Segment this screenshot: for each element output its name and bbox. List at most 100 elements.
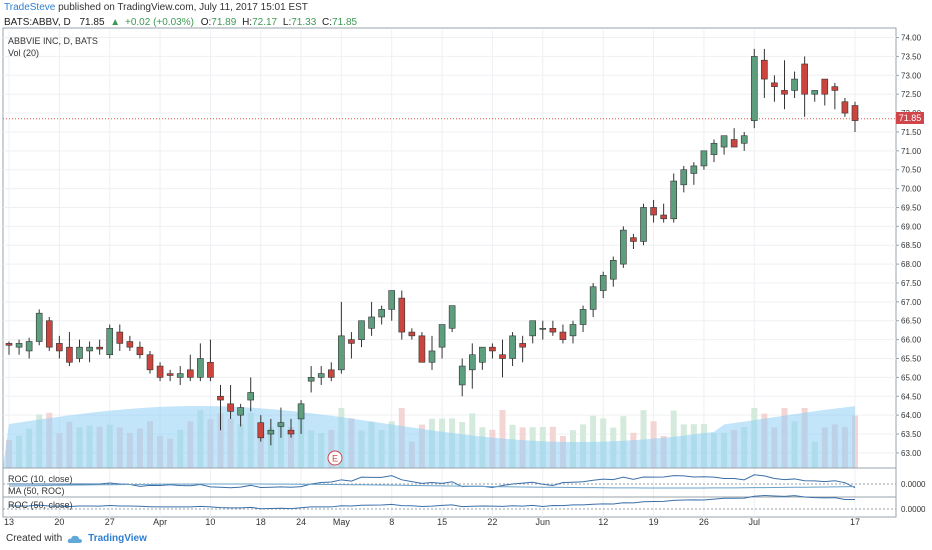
ma-roc-line xyxy=(8,483,856,489)
publish-header: TradeSteve published on TradingView.com,… xyxy=(4,2,308,14)
author-link[interactable]: TradeSteve xyxy=(4,2,56,13)
main-legend[interactable]: ABBVIE INC, D, BATS xyxy=(8,36,98,46)
candle xyxy=(811,90,819,102)
y-tick-label: 65.00 xyxy=(901,373,922,382)
candle xyxy=(317,366,325,385)
candle xyxy=(428,335,436,370)
candle xyxy=(549,320,557,336)
candle xyxy=(620,226,627,268)
quote-line: BATS:ABBV, D 71.85 ▲ +0.02 (+0.03%) O:71… xyxy=(4,17,358,28)
candle xyxy=(136,341,144,359)
y-tick-label: 66.50 xyxy=(901,317,922,326)
candle xyxy=(388,290,396,321)
x-tick-label: 15 xyxy=(437,517,447,527)
candle xyxy=(509,332,516,367)
y-tick-label: 66.00 xyxy=(901,336,922,345)
y-tick-label: 69.50 xyxy=(901,203,922,212)
candle xyxy=(56,335,63,359)
y-tick-label: 73.00 xyxy=(901,71,922,80)
volume-legend[interactable]: Vol (20) xyxy=(8,48,39,58)
candle xyxy=(358,320,365,348)
candle xyxy=(338,301,345,374)
candle xyxy=(277,407,285,438)
candle xyxy=(680,165,688,193)
candle xyxy=(35,309,43,346)
candle xyxy=(307,366,315,393)
x-tick-label: 20 xyxy=(54,517,64,527)
y-tick-label: 70.50 xyxy=(901,166,922,175)
x-tick-label: 24 xyxy=(296,517,306,527)
candle xyxy=(579,305,587,333)
candle xyxy=(217,384,224,431)
low-value: 71.33 xyxy=(291,17,316,28)
volume-bars xyxy=(3,406,858,468)
candlesticks xyxy=(5,48,859,446)
price-axis[interactable]: 63.00 63.50 64.00 64.50 65.00 65.50 66.00 66.50… xyxy=(896,34,922,458)
x-tick-label: Jul xyxy=(749,517,761,527)
candle xyxy=(15,339,23,355)
y-tick-label: 64.00 xyxy=(901,411,922,420)
last-price-label: 71.85 xyxy=(896,112,924,124)
candle xyxy=(76,339,83,363)
candle xyxy=(25,337,33,359)
candle xyxy=(418,332,426,363)
x-tick-label: 18 xyxy=(256,517,266,527)
y-tick-label: 68.00 xyxy=(901,260,922,269)
candle xyxy=(791,71,798,98)
candle xyxy=(126,335,134,351)
y-tick-label: 65.50 xyxy=(901,355,922,364)
roc50-legend[interactable]: ROC (50, close) xyxy=(8,500,73,510)
tradingview-logo[interactable]: TradingView xyxy=(88,533,147,544)
x-tick-label: 26 xyxy=(699,517,709,527)
open-value: 71.89 xyxy=(211,17,236,28)
up-arrow-icon: ▲ xyxy=(110,17,120,28)
y-tick-label: 64.50 xyxy=(901,392,922,401)
candle xyxy=(650,199,657,223)
candle xyxy=(5,341,13,355)
x-tick-label: Jun xyxy=(536,517,551,527)
ma-roc-legend[interactable]: MA (50, ROC) xyxy=(8,486,65,496)
candle xyxy=(348,332,355,359)
high-value: 72.17 xyxy=(252,17,277,28)
candle xyxy=(297,400,305,435)
earnings-marker[interactable]: E xyxy=(327,450,343,466)
y-tick-label: 67.50 xyxy=(901,279,922,288)
candle xyxy=(589,282,597,317)
candle xyxy=(287,418,295,438)
candle xyxy=(257,415,265,442)
close-value: 71.85 xyxy=(332,17,357,28)
osc-zero-label: 0.0000 xyxy=(901,480,926,489)
volume-ma-area xyxy=(3,406,855,468)
candle xyxy=(186,354,194,382)
candle xyxy=(458,358,466,397)
candle xyxy=(559,324,567,344)
candle xyxy=(670,173,678,223)
candle xyxy=(378,305,385,325)
roc10-legend[interactable]: ROC (10, close) xyxy=(8,474,73,484)
x-tick-label: 17 xyxy=(850,517,860,527)
candle xyxy=(771,75,778,102)
candle xyxy=(841,97,849,117)
candle xyxy=(781,60,788,110)
x-tick-label: 22 xyxy=(487,517,497,527)
time-axis[interactable]: 13 20 27 Apr 10 18 24 May 8 15 22 Jun 12 19 26 Jul 17 xyxy=(4,517,860,527)
y-tick-label: 73.50 xyxy=(901,52,922,61)
candle xyxy=(690,162,698,185)
roc50-line xyxy=(8,495,855,510)
candle xyxy=(640,203,647,246)
candle xyxy=(227,384,234,419)
candle xyxy=(398,290,406,340)
x-tick-label: 12 xyxy=(598,517,608,527)
candle xyxy=(45,316,53,351)
y-tick-label: 71.50 xyxy=(901,128,922,137)
candle xyxy=(479,346,486,370)
candle xyxy=(851,101,859,132)
x-tick-label: 8 xyxy=(389,517,394,527)
svg-text:71.85: 71.85 xyxy=(899,113,922,123)
candle xyxy=(609,256,617,287)
y-tick-label: 70.00 xyxy=(901,185,922,194)
candle xyxy=(468,343,476,389)
candle xyxy=(700,150,708,170)
footer: Created with TradingView xyxy=(6,533,147,544)
